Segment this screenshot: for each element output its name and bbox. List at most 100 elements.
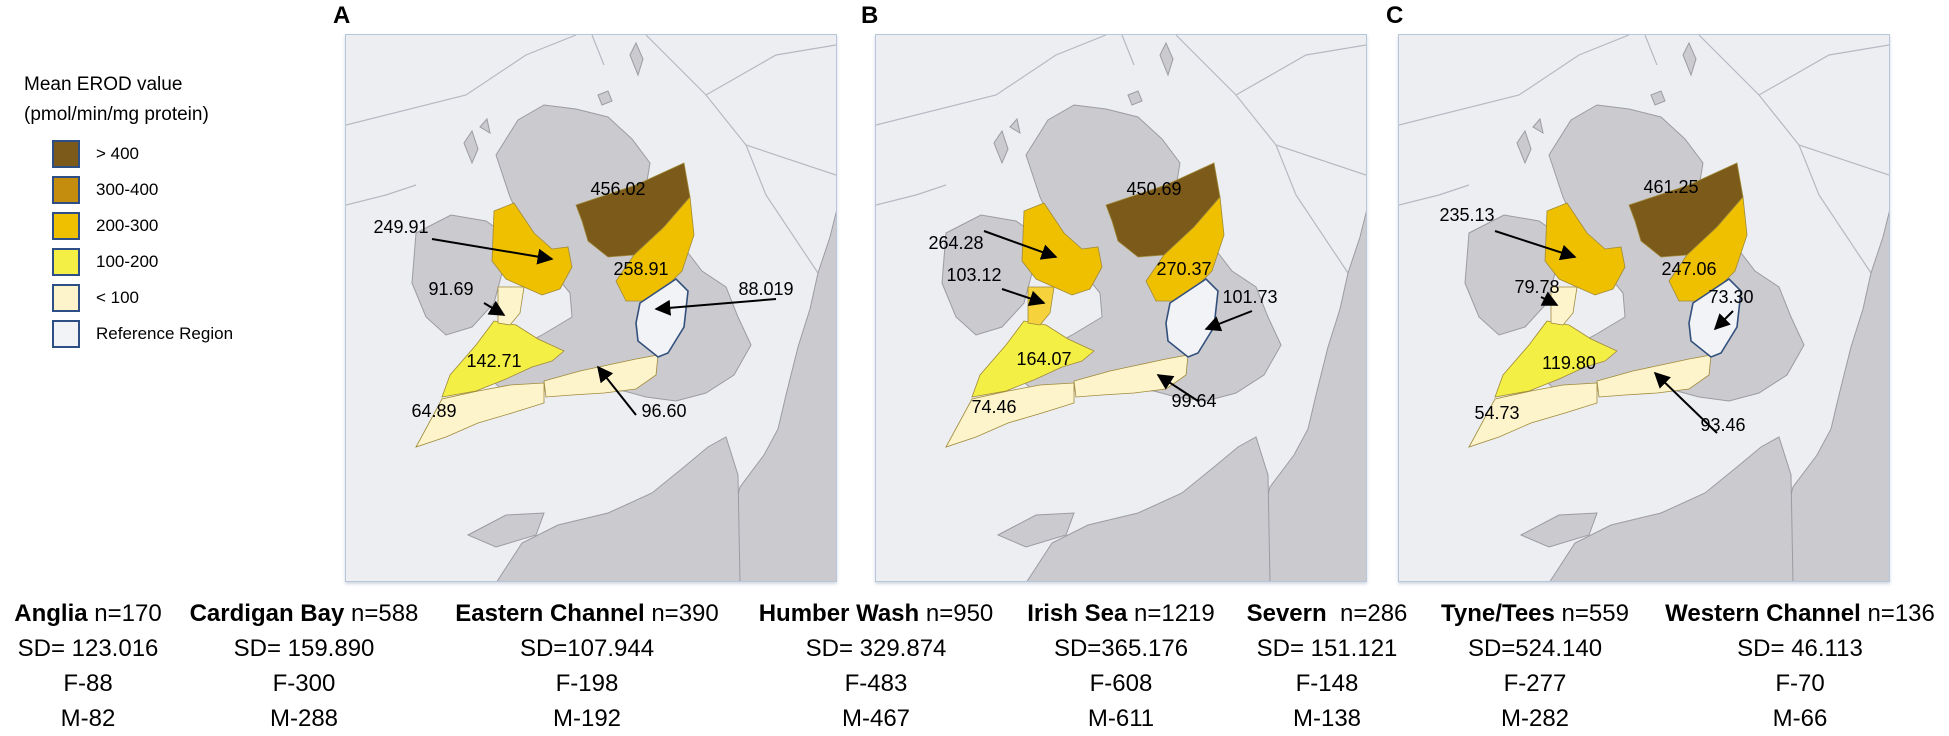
value-label-ref: 73.30 — [1708, 287, 1753, 307]
label-arrow — [1540, 291, 1559, 306]
land-hebrides2 — [1009, 117, 1021, 135]
legend-label: > 400 — [96, 144, 140, 163]
land-hebrides — [993, 129, 1009, 165]
stat-f: F-608 — [1089, 670, 1153, 697]
land-france — [496, 436, 741, 581]
legend-label: 300-400 — [96, 180, 159, 199]
value-label-tyne: 270.37 — [1156, 259, 1211, 279]
label-arrow — [1713, 310, 1734, 331]
value-label-humber: 450.69 — [1126, 179, 1181, 199]
stat-name: Cardigan Bay — [189, 600, 345, 627]
land-europe — [1782, 210, 1889, 581]
value-label-irish: 264.28 — [928, 233, 983, 253]
land-brittany — [466, 512, 545, 548]
value-label-western: 64.89 — [411, 401, 456, 421]
stat-n: n=286 — [1326, 600, 1408, 627]
value-label-irish: 249.91 — [373, 217, 428, 237]
stat-sd: SD=524.140 — [1467, 635, 1603, 662]
stat-sd: SD= 46.113 — [1737, 635, 1863, 662]
legend-item: 300-400 — [22, 172, 282, 208]
maritime-boundary — [1399, 184, 1470, 206]
map-svg: 461.25 235.13 247.06 73.30 79.78 119.80 93.46 5… — [1399, 35, 1889, 581]
legend-item: Reference Region — [22, 316, 282, 352]
region-cardigan — [1494, 320, 1618, 398]
stat-sd: SD= 329.874 — [805, 635, 947, 662]
region-tyne — [1668, 196, 1748, 302]
maritime-boundary — [1275, 144, 1349, 274]
panel-letter-b: B — [861, 2, 879, 29]
stat-humber-wash: Humber Wash n=950 SD= 329.874 F-483 M-46… — [744, 596, 1008, 736]
region-western — [1468, 382, 1598, 448]
region-stats: Anglia n=170 SD= 123.016 F-88 M-82 Cardi… — [0, 596, 1949, 732]
maritime-boundary — [645, 35, 836, 176]
maritime-boundary — [1644, 35, 1658, 66]
stat-name: Tyne/Tees — [1441, 600, 1555, 627]
stat-n: n=950 — [925, 600, 994, 627]
stat-f: F-300 — [272, 670, 336, 697]
region-cardigan — [441, 320, 565, 398]
stat-sd: SD= 151.121 — [1256, 635, 1398, 662]
stat-m: M-467 — [841, 705, 911, 732]
land-europe — [1259, 210, 1366, 581]
label-arrow — [983, 230, 1058, 260]
stat-name: Irish Sea — [1027, 600, 1128, 627]
label-arrow — [1156, 374, 1199, 402]
legend-swatch — [52, 284, 80, 312]
value-label-western: 74.46 — [971, 397, 1016, 417]
land-france — [1026, 436, 1271, 581]
stat-sd: SD=365.176 — [1053, 635, 1189, 662]
panel-letter-a: A — [333, 2, 351, 29]
map-panel-a: 456.02 249.91 258.91 88.019 91.69 142.71 96.60… — [345, 34, 837, 582]
label-arrow — [654, 298, 777, 316]
label-arrow — [483, 300, 506, 316]
stat-f: F-277 — [1503, 670, 1567, 697]
label-arrow — [1653, 371, 1718, 434]
legend-item: > 400 — [22, 136, 282, 172]
stat-cardigan-bay: Cardigan Bay n=588 SD= 159.890 F-300 M-2… — [178, 596, 430, 736]
region-tyne — [615, 196, 695, 302]
legend-swatch — [52, 212, 80, 240]
value-label-cardigan: 142.71 — [466, 351, 521, 371]
land-orkney — [1650, 90, 1666, 106]
label-arrow — [431, 238, 554, 265]
legend-swatch — [52, 320, 80, 348]
stat-n: n=390 — [651, 600, 719, 627]
stat-n: n=136 — [1867, 600, 1935, 627]
stat-n: n=588 — [344, 600, 419, 627]
map-svg: 450.69 264.28 270.37 101.73 103.12 164.07 99.6… — [876, 35, 1366, 581]
land-europe — [729, 210, 836, 581]
stat-name: Eastern Channel — [455, 600, 645, 627]
stat-severn: Severn n=286 SD= 151.121 F-148 M-138 — [1238, 596, 1416, 736]
label-arrow — [1204, 310, 1253, 332]
value-label-eastern: 99.64 — [1171, 391, 1216, 411]
value-label-cardigan: 164.07 — [1016, 349, 1071, 369]
region-tyne — [1145, 196, 1225, 302]
value-label-tyne: 258.91 — [613, 259, 668, 279]
region-irish — [1021, 202, 1103, 296]
maritime-boundary — [1758, 44, 1889, 96]
land-shetland — [629, 41, 644, 77]
legend-title-line2: (pmol/min/mg protein) — [24, 104, 209, 125]
stat-name: Western Channel — [1665, 600, 1861, 627]
value-label-severn: 103.12 — [946, 265, 1001, 285]
stat-m: M-192 — [552, 705, 622, 732]
legend-label: 100-200 — [96, 252, 159, 271]
value-label-severn: 91.69 — [428, 279, 473, 299]
stat-m: M-288 — [269, 705, 339, 732]
maritime-boundary — [591, 35, 605, 66]
land-hebrides — [1516, 129, 1532, 165]
label-arrow — [597, 365, 637, 416]
land-hebrides2 — [1532, 117, 1544, 135]
stat-m: M-611 — [1087, 705, 1155, 732]
region-western — [945, 382, 1075, 448]
stat-m: M-282 — [1500, 705, 1570, 732]
legend-label: Reference Region — [96, 324, 234, 343]
stat-f: F-88 — [63, 670, 113, 697]
value-label-humber: 456.02 — [590, 179, 645, 199]
legend-title-line1: Mean EROD value — [24, 74, 183, 95]
maritime-boundary — [876, 184, 947, 206]
legend-item: 100-200 — [22, 244, 282, 280]
value-label-western: 54.73 — [1474, 403, 1519, 423]
legend-item: 200-300 — [22, 208, 282, 244]
land-ireland — [941, 214, 1037, 336]
